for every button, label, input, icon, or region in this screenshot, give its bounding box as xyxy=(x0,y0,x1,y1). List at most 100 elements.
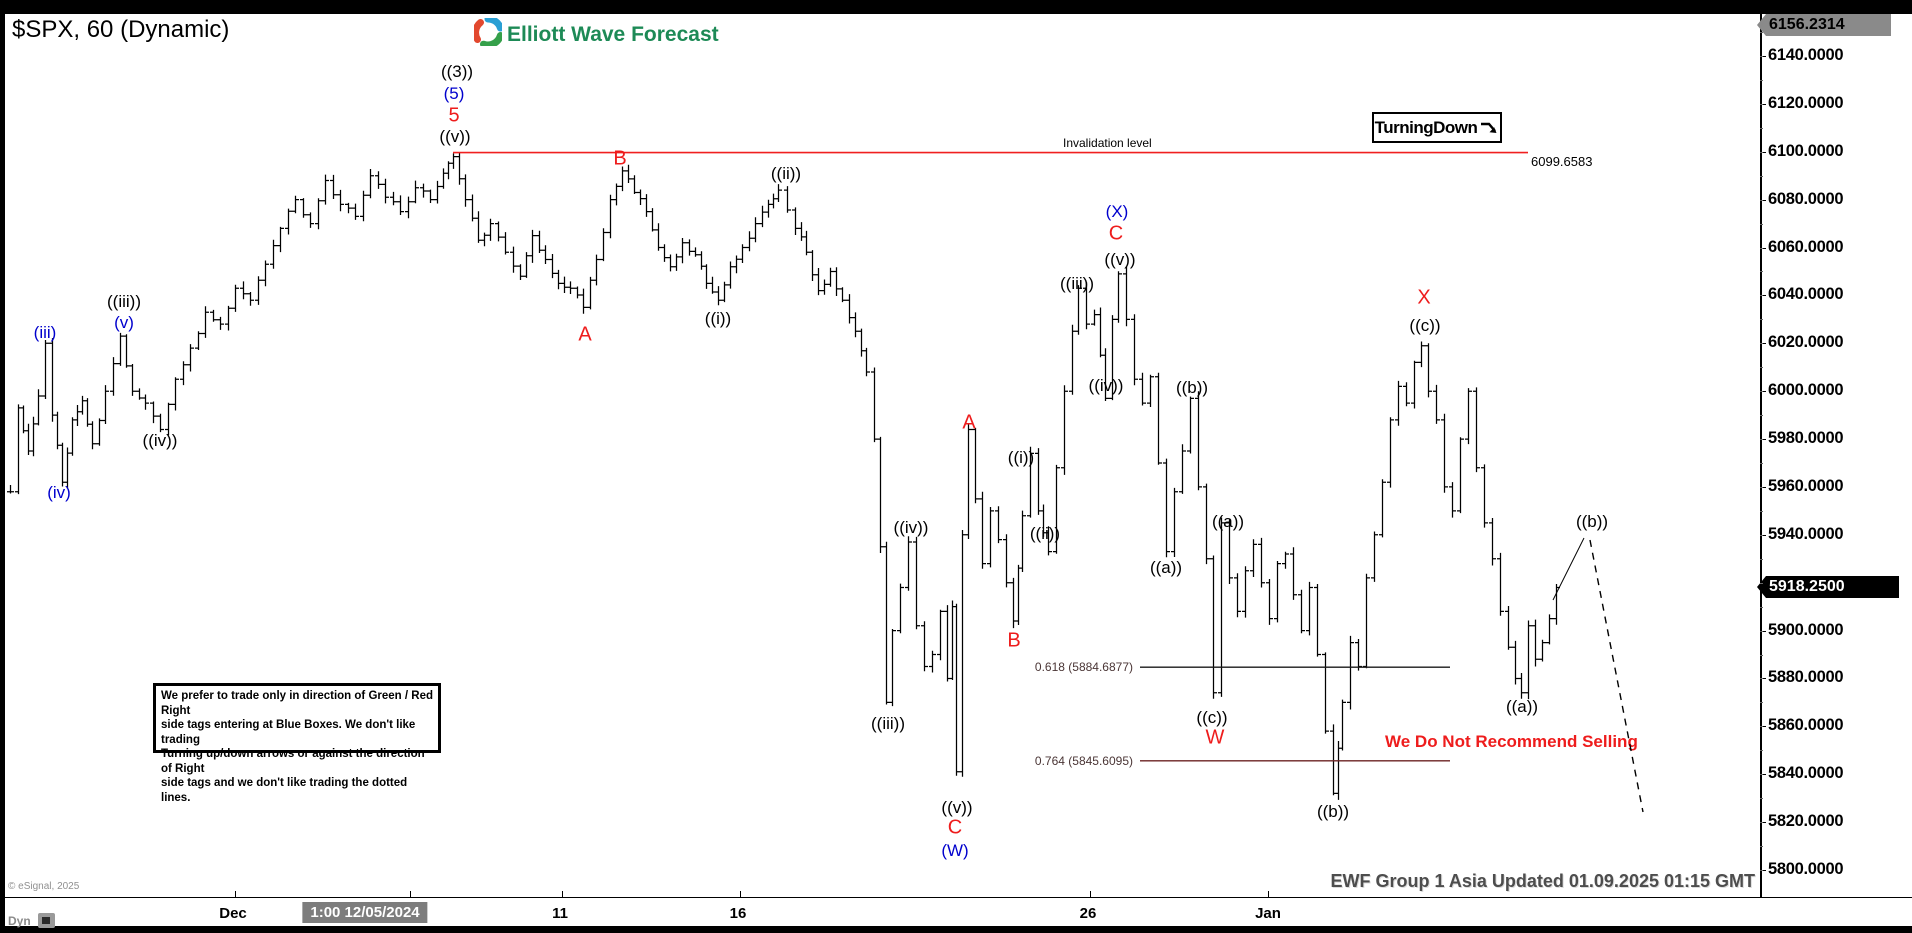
wave-label: ((i)) xyxy=(704,309,732,328)
esignal-copyright: © eSignal, 2025 xyxy=(8,881,80,892)
wave-label: ((a)) xyxy=(1149,558,1183,577)
date-box: 1:00 12/05/2024 xyxy=(302,902,428,923)
trading-note-box: We prefer to trade only in direction of … xyxy=(153,683,441,804)
price-minor-tick xyxy=(1760,630,1763,632)
bottom-toolbar xyxy=(0,926,1912,933)
price-tick-label: 6020.0000 xyxy=(1768,333,1844,352)
price-minor-tick xyxy=(1760,534,1763,536)
price-tick-mark xyxy=(1760,151,1766,153)
price-tick-label: 6100.0000 xyxy=(1768,141,1844,160)
price-tick-label: 6140.0000 xyxy=(1768,46,1844,64)
wave-label: ((b)) xyxy=(1175,378,1209,397)
price-minor-tick xyxy=(1760,678,1763,680)
wave-label: ((b)) xyxy=(1316,802,1350,821)
brand-logo-text: Elliott Wave Forecast xyxy=(507,22,719,46)
price-minor-tick xyxy=(1760,151,1763,153)
chart-background xyxy=(5,14,1912,926)
time-axis-label: 11 xyxy=(552,905,568,922)
turning-down-arrow-icon xyxy=(1479,120,1499,136)
time-axis-label: Jan xyxy=(1255,905,1281,922)
price-minor-tick xyxy=(1760,798,1763,800)
wave-label: ((iii)) xyxy=(107,292,141,311)
wave-label: ((c)) xyxy=(1409,316,1441,335)
note-line: side tags entering at Blue Boxes. We don… xyxy=(161,719,416,746)
wave-label: ((iv)) xyxy=(142,431,178,450)
chart-title: $SPX, 60 (Dynamic) xyxy=(12,16,230,43)
note-line: Turning up/down arrows or against the di… xyxy=(161,748,425,775)
wave-label: ((a)) xyxy=(1211,512,1245,531)
lock-icon[interactable] xyxy=(38,913,55,928)
price-tick-label: 6040.0000 xyxy=(1768,285,1844,304)
time-axis-tick xyxy=(1268,891,1269,897)
price-minor-tick xyxy=(1760,32,1763,34)
wave-label: (iv) xyxy=(47,483,71,502)
price-tick-mark xyxy=(1760,103,1766,105)
wave-label: B xyxy=(1007,629,1021,652)
wave-label: (v) xyxy=(114,313,134,332)
price-tick-mark xyxy=(1760,295,1766,297)
time-axis-tick xyxy=(1090,891,1091,897)
price-minor-tick xyxy=(1760,79,1763,81)
price-minor-tick xyxy=(1760,367,1763,369)
price-minor-tick xyxy=(1760,295,1763,297)
price-tick-mark xyxy=(1760,630,1766,632)
wave-label: (X) xyxy=(1105,202,1129,221)
wave-label: (iii) xyxy=(33,323,57,342)
wave-label: ((3)) xyxy=(440,62,474,81)
price-minor-tick xyxy=(1760,271,1763,273)
price-minor-tick xyxy=(1760,223,1763,225)
price-tick-label: 5980.0000 xyxy=(1768,429,1844,448)
price-minor-tick xyxy=(1760,175,1763,177)
wave-label: ((i)) xyxy=(1007,448,1035,467)
price-minor-tick xyxy=(1760,319,1763,321)
time-axis-tick xyxy=(410,891,411,897)
wave-label: (5) xyxy=(443,84,465,103)
current-price-badge: 5918.2500 xyxy=(1757,576,1899,598)
price-minor-tick xyxy=(1760,127,1763,129)
price-tick-mark xyxy=(1760,822,1766,824)
dyn-mode-label[interactable]: Dyn xyxy=(8,914,31,928)
fib-level-label: 0.764 (5845.6095) xyxy=(1034,753,1133,768)
wave-label: ((iii)) xyxy=(871,714,905,733)
wave-label: ((c)) xyxy=(1196,708,1228,727)
price-tick-label: 5840.0000 xyxy=(1768,764,1844,783)
price-tick-label: 5820.0000 xyxy=(1768,812,1844,831)
forecast-dashed-line xyxy=(1589,539,1644,813)
price-tick-label: 5800.0000 xyxy=(1768,860,1844,878)
wave-label: C xyxy=(1108,222,1124,245)
price-tick-mark xyxy=(1760,774,1766,776)
price-tick-mark xyxy=(1760,534,1766,536)
wave-label: ((iv)) xyxy=(893,518,929,537)
price-minor-tick xyxy=(1760,247,1763,249)
time-axis-tick xyxy=(740,891,741,897)
price-minor-tick xyxy=(1760,56,1763,57)
wave-label: W xyxy=(1205,726,1225,749)
price-minor-tick xyxy=(1760,750,1763,752)
wave-label: ((b)) xyxy=(1575,512,1609,531)
wave-label: ((v)) xyxy=(1104,250,1136,269)
logo-swirl-icon xyxy=(472,15,504,51)
price-tick-label: 5940.0000 xyxy=(1768,524,1844,543)
wave-label: ((v)) xyxy=(941,798,973,817)
price-tick-label: 6080.0000 xyxy=(1768,189,1844,208)
price-minor-tick xyxy=(1760,726,1763,728)
price-minor-tick xyxy=(1760,343,1763,345)
session-high-badge: 6156.2314 xyxy=(1757,14,1891,36)
wave-label: C xyxy=(947,816,963,839)
turning-down-box: TurningDown xyxy=(1372,112,1502,143)
price-minor-tick xyxy=(1760,774,1763,776)
forecast-pointer-line xyxy=(1552,537,1585,601)
price-tick-mark xyxy=(1760,343,1766,345)
price-tick-mark xyxy=(1760,486,1766,488)
price-minor-tick xyxy=(1760,606,1763,608)
wave-label: A xyxy=(578,323,592,346)
invalidation-level-label: Invalidation level xyxy=(1063,136,1152,150)
ohlc-bars xyxy=(7,152,1560,800)
no-selling-warning: We Do Not Recommend Selling xyxy=(1385,732,1638,751)
invalidation-price-value: 6099.6583 xyxy=(1531,154,1593,169)
price-tick-mark xyxy=(1760,870,1766,871)
price-minor-tick xyxy=(1760,439,1763,441)
time-axis-tick xyxy=(562,891,563,897)
price-minor-tick xyxy=(1760,870,1763,871)
time-axis-label: Dec xyxy=(219,905,247,922)
